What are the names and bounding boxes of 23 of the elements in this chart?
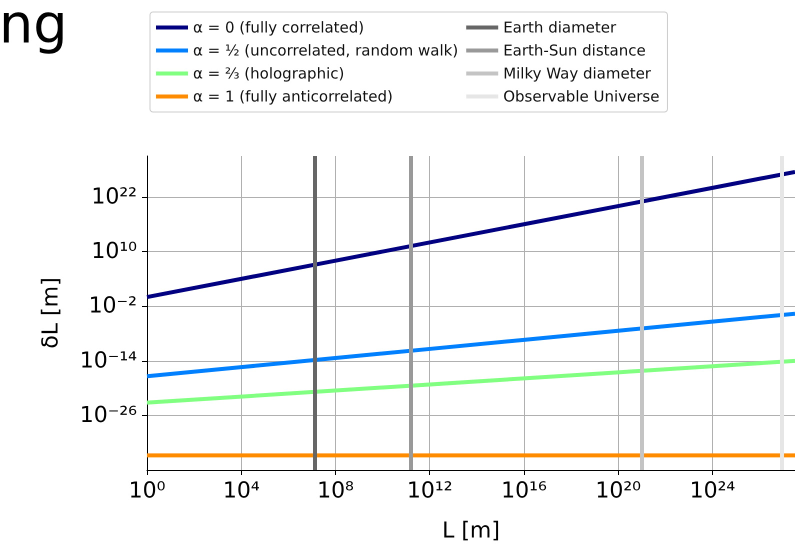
- legend-label: Observable Universe: [503, 88, 660, 106]
- legend-label: Earth diameter: [503, 18, 618, 36]
- x-tick-label: 10¹²: [406, 478, 453, 504]
- x-tick-label: 10⁸: [317, 478, 354, 504]
- y-axis-title: δL [m]: [38, 277, 64, 349]
- legend-label: α = 0 (fully correlated): [193, 18, 364, 36]
- x-tick-label: 10⁰: [128, 478, 166, 504]
- legend-label: Milky Way diameter: [503, 64, 652, 82]
- x-tick-label: 10⁴: [222, 478, 260, 504]
- y-tick-label: 10⁻²: [88, 294, 137, 319]
- legend-label: Earth-Sun distance: [503, 42, 646, 60]
- x-tick-label: 10²⁰: [595, 478, 642, 504]
- x-tick-label: 10¹⁶: [501, 478, 547, 504]
- y-tick-label: 10¹⁰: [91, 239, 138, 264]
- x-axis-title: L [m]: [442, 518, 500, 544]
- x-tick-label: 10²⁴: [690, 478, 736, 504]
- y-tick-label: 10²²: [91, 184, 137, 210]
- chart-title: ng: [0, 0, 68, 56]
- legend-label: α = 1 (fully anticorrelated): [193, 88, 393, 106]
- y-tick-label: 10⁻¹⁴: [80, 348, 138, 374]
- legend-label: α = ⅔ (holographic): [193, 64, 344, 82]
- legend-label: α = ½ (uncorrelated, random walk): [193, 42, 458, 60]
- y-tick-label: 10⁻²⁶: [80, 402, 138, 428]
